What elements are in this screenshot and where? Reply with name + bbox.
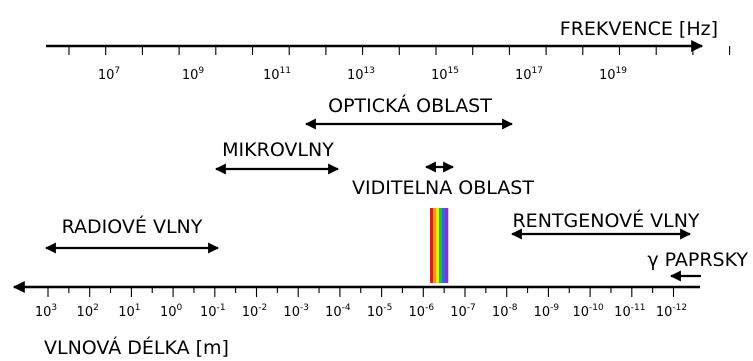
spectrum-color-band xyxy=(436,208,440,283)
wavelength-axis-ticks: 103 102 101 100 10-1 10-2 10-3 10-4 10-5 10-6 10-7… xyxy=(35,287,687,320)
wavelength-tick-label: 10-4 xyxy=(325,303,351,320)
spectrum-color-band xyxy=(439,208,443,283)
wavelength-axis-label: VLNOVÁ DÉLKA [m] xyxy=(44,336,229,359)
xray-region-label: RENTGENOVÉ VLNY xyxy=(512,209,699,232)
wavelength-tick-label: 10-6 xyxy=(409,303,435,320)
frequency-axis-ticks: 107 109 1011 1013 1015 1017 1019 xyxy=(68,46,731,83)
spectrum-color-band xyxy=(430,208,434,283)
frequency-tick-label: 1019 xyxy=(599,66,627,83)
frequency-tick-label: 109 xyxy=(182,66,205,83)
wavelength-tick-label: 103 xyxy=(35,303,57,320)
wavelength-tick-label: 10-3 xyxy=(283,303,309,320)
wavelength-tick-label: 10-2 xyxy=(242,303,268,320)
radio-region-label: RADIOVÉ VLNY xyxy=(62,215,203,238)
spectrum-color-band xyxy=(433,208,437,283)
frequency-axis-label: FREKVENCE [Hz] xyxy=(560,18,718,40)
wavelength-tick-label: 102 xyxy=(77,303,99,320)
wavelength-tick-label: 10-11 xyxy=(614,303,645,320)
visible-region-label: VIDITELNA OBLAST xyxy=(352,177,534,199)
wavelength-tick-label: 10-7 xyxy=(450,303,476,320)
frequency-tick-label: 107 xyxy=(98,66,120,83)
wavelength-tick-label: 10-10 xyxy=(572,303,604,320)
microwave-region-label: MIKROVLNY xyxy=(222,139,334,161)
wavelength-tick-label: 10-8 xyxy=(492,303,518,320)
frequency-tick-label: 1017 xyxy=(515,66,543,83)
wavelength-tick-label: 101 xyxy=(118,303,140,320)
wavelength-tick-label: 10-12 xyxy=(656,303,687,320)
spectrum-color-band xyxy=(442,208,446,283)
visible-spectrum-bar xyxy=(430,208,449,283)
frequency-tick-label: 1011 xyxy=(263,66,291,83)
optical-region-label: OPTICKÁ OBLAST xyxy=(328,94,492,117)
spectrum-color-band xyxy=(445,208,449,283)
frequency-tick-label: 1013 xyxy=(347,66,375,83)
gamma-region-label: γ PAPRSKY xyxy=(647,249,748,271)
wavelength-tick-label: 10-9 xyxy=(534,303,560,320)
frequency-tick-label: 1015 xyxy=(431,66,459,83)
wavelength-tick-label: 10-5 xyxy=(367,303,393,320)
wavelength-tick-label: 10-1 xyxy=(200,303,226,320)
wavelength-tick-label: 100 xyxy=(160,303,183,320)
